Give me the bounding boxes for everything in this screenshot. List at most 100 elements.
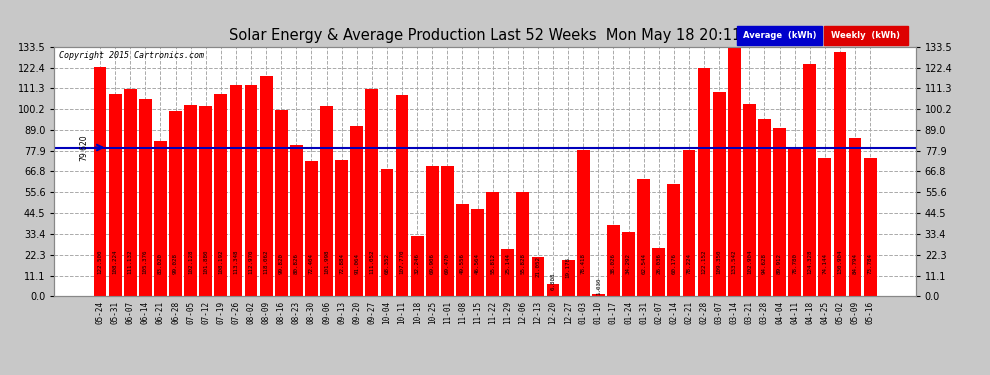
Bar bbox=[819, 158, 832, 296]
Bar bbox=[184, 105, 197, 296]
Bar bbox=[139, 99, 151, 296]
Text: 112.970: 112.970 bbox=[248, 249, 253, 274]
Text: 118.062: 118.062 bbox=[263, 249, 268, 274]
Bar bbox=[336, 160, 348, 296]
Text: 102.904: 102.904 bbox=[746, 249, 751, 274]
Bar bbox=[124, 88, 137, 296]
Bar bbox=[109, 94, 122, 296]
Text: 72.404: 72.404 bbox=[309, 253, 314, 274]
Text: Average  (kWh): Average (kWh) bbox=[742, 31, 817, 40]
Text: 78.418: 78.418 bbox=[581, 253, 586, 274]
Bar bbox=[863, 158, 876, 296]
Bar bbox=[561, 260, 574, 296]
Bar bbox=[320, 106, 333, 296]
Text: 69.906: 69.906 bbox=[430, 253, 435, 274]
Bar bbox=[546, 284, 559, 296]
Text: 38.026: 38.026 bbox=[611, 253, 616, 274]
Bar bbox=[94, 68, 107, 296]
Text: 101.998: 101.998 bbox=[324, 249, 329, 274]
Bar bbox=[773, 128, 786, 296]
Bar bbox=[698, 68, 711, 296]
Text: Weekly  (kWh): Weekly (kWh) bbox=[832, 31, 900, 40]
Bar bbox=[199, 106, 212, 296]
Text: 68.352: 68.352 bbox=[384, 253, 389, 274]
Bar bbox=[517, 192, 530, 296]
Bar bbox=[742, 104, 755, 296]
Text: 130.904: 130.904 bbox=[838, 249, 842, 274]
Text: 49.556: 49.556 bbox=[460, 253, 465, 274]
Text: 73.784: 73.784 bbox=[867, 253, 872, 274]
Text: 105.376: 105.376 bbox=[143, 249, 148, 274]
Bar bbox=[365, 89, 378, 296]
Bar bbox=[441, 166, 453, 296]
Text: 113.348: 113.348 bbox=[234, 249, 239, 274]
Text: 1.030: 1.030 bbox=[596, 278, 601, 295]
Text: 108.224: 108.224 bbox=[113, 249, 118, 274]
Text: 101.880: 101.880 bbox=[203, 249, 208, 274]
Bar bbox=[577, 150, 590, 296]
Text: 25.144: 25.144 bbox=[505, 253, 510, 274]
Bar bbox=[426, 166, 439, 296]
Text: 74.144: 74.144 bbox=[823, 253, 828, 274]
Text: 60.176: 60.176 bbox=[671, 253, 676, 274]
Text: 107.770: 107.770 bbox=[400, 249, 405, 274]
Bar bbox=[259, 76, 272, 296]
Text: 99.820: 99.820 bbox=[279, 253, 284, 274]
Bar bbox=[834, 52, 846, 296]
Text: 79.620: 79.620 bbox=[79, 134, 88, 161]
Text: 109.350: 109.350 bbox=[717, 249, 722, 274]
Bar bbox=[803, 64, 816, 296]
Bar bbox=[230, 84, 243, 296]
Bar bbox=[350, 126, 363, 296]
Text: 99.028: 99.028 bbox=[173, 253, 178, 274]
Text: 32.246: 32.246 bbox=[415, 253, 420, 274]
Text: 122.500: 122.500 bbox=[98, 249, 103, 274]
Text: 122.152: 122.152 bbox=[702, 249, 707, 274]
Bar bbox=[652, 248, 665, 296]
Text: 111.132: 111.132 bbox=[128, 249, 133, 274]
Text: 78.224: 78.224 bbox=[686, 253, 691, 274]
Text: 55.828: 55.828 bbox=[521, 253, 526, 274]
Bar bbox=[682, 150, 695, 296]
Bar bbox=[788, 149, 801, 296]
Bar bbox=[456, 204, 469, 296]
Text: 83.020: 83.020 bbox=[158, 253, 163, 274]
Bar bbox=[290, 145, 303, 296]
Bar bbox=[758, 120, 771, 296]
Text: Copyright 2015 Cartronics.com: Copyright 2015 Cartronics.com bbox=[58, 51, 204, 60]
Bar bbox=[486, 192, 499, 296]
Text: 19.178: 19.178 bbox=[565, 257, 570, 278]
Text: 108.192: 108.192 bbox=[219, 249, 224, 274]
Bar bbox=[713, 92, 726, 296]
Bar bbox=[245, 85, 257, 296]
Bar bbox=[380, 169, 393, 296]
Text: 133.542: 133.542 bbox=[732, 249, 737, 274]
Bar bbox=[738, 26, 822, 45]
Bar bbox=[471, 209, 484, 296]
Bar bbox=[501, 249, 514, 296]
Title: Solar Energy & Average Production Last 52 Weeks  Mon May 18 20:11: Solar Energy & Average Production Last 5… bbox=[229, 28, 742, 43]
Bar bbox=[305, 161, 318, 296]
Text: 34.292: 34.292 bbox=[626, 253, 631, 274]
Bar bbox=[169, 111, 182, 296]
Text: 55.812: 55.812 bbox=[490, 253, 495, 274]
Text: 69.470: 69.470 bbox=[445, 253, 449, 274]
Text: 124.328: 124.328 bbox=[807, 249, 812, 274]
Text: 111.052: 111.052 bbox=[369, 249, 374, 274]
Bar bbox=[607, 225, 620, 296]
Text: 26.036: 26.036 bbox=[656, 253, 661, 274]
Text: 91.064: 91.064 bbox=[354, 253, 359, 274]
Bar bbox=[154, 141, 167, 296]
Bar bbox=[532, 257, 544, 296]
Bar bbox=[215, 94, 228, 296]
Text: 80.826: 80.826 bbox=[294, 253, 299, 274]
Text: 46.564: 46.564 bbox=[475, 253, 480, 274]
Bar bbox=[728, 47, 741, 296]
Bar bbox=[667, 184, 680, 296]
Bar bbox=[275, 110, 288, 296]
Text: 102.128: 102.128 bbox=[188, 249, 193, 274]
Bar bbox=[638, 179, 650, 296]
Bar bbox=[622, 232, 635, 296]
Bar bbox=[396, 95, 409, 296]
Text: 89.912: 89.912 bbox=[777, 253, 782, 274]
